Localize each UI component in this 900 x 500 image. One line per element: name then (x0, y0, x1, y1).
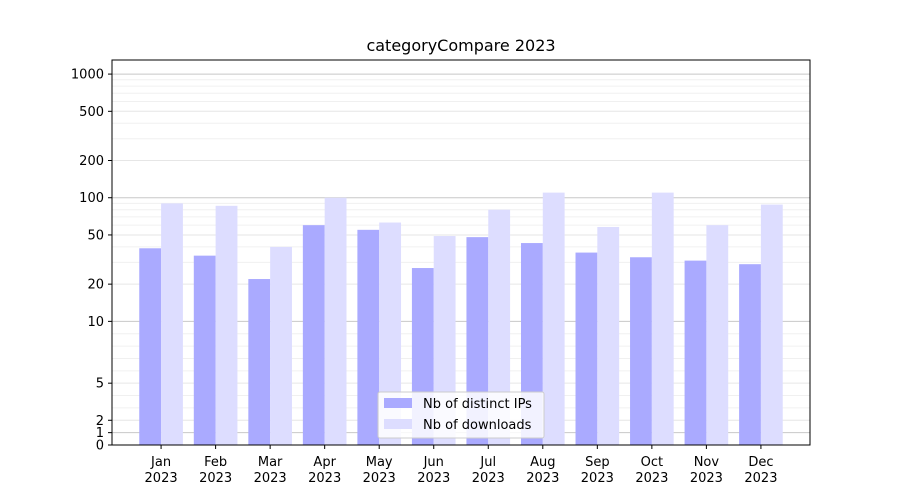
legend-label-distinct-ips: Nb of distinct IPs (423, 397, 532, 412)
x-tick-label-month: Apr (313, 455, 336, 470)
y-tick-label: 50 (87, 228, 104, 243)
x-tick-label-year: 2023 (363, 471, 396, 486)
y-tick-label: 2 (96, 414, 104, 429)
bar-distinct-ips (302, 225, 325, 445)
legend-swatch-downloads (384, 419, 412, 429)
bar-downloads (488, 209, 511, 445)
y-tick-label: 500 (79, 105, 104, 120)
x-tick-label-year: 2023 (472, 471, 505, 486)
y-tick-label: 100 (79, 191, 104, 206)
x-tick-label-year: 2023 (308, 471, 341, 486)
bar-downloads (161, 203, 183, 445)
x-tick-label-year: 2023 (254, 471, 287, 486)
legend-swatch-distinct-ips (384, 398, 412, 408)
y-tick-label: 5 (96, 377, 104, 392)
x-tick-label-month: Jun (423, 455, 444, 470)
bar-distinct-ips (739, 264, 761, 445)
x-tick-label-year: 2023 (526, 471, 559, 486)
x-tick-label-month: Aug (530, 455, 555, 470)
x-tick-label-year: 2023 (199, 471, 232, 486)
x-tick-label-year: 2023 (690, 471, 723, 486)
legend-label-downloads: Nb of downloads (423, 418, 532, 433)
x-tick-label-year: 2023 (581, 471, 614, 486)
x-tick-label-month: Jul (479, 455, 496, 470)
bar-downloads (542, 192, 565, 445)
x-tick-label-month: Oct (641, 455, 663, 470)
chart-title: categoryCompare 2023 (366, 36, 555, 55)
bar-distinct-ips (139, 248, 162, 445)
x-tick-label-month: Sep (585, 455, 610, 470)
bar-distinct-ips (248, 279, 271, 445)
y-tick-label: 20 (87, 278, 104, 293)
y-tick-label: 200 (79, 154, 104, 169)
plot-frame (111, 59, 811, 446)
bar-distinct-ips (684, 260, 707, 445)
x-axis: Jan2023Feb2023Mar2023Apr2023May2023Jun20… (145, 445, 777, 486)
x-tick-label-month: Nov (694, 455, 720, 470)
x-tick-label-year: 2023 (635, 471, 668, 486)
x-tick-label-year: 2023 (744, 471, 777, 486)
x-tick-label-month: Feb (204, 455, 227, 470)
bar-downloads (215, 205, 238, 445)
bar-distinct-ips (630, 257, 652, 445)
legend: Nb of distinct IPs Nb of downloads (377, 391, 545, 439)
bar-downloads (379, 222, 402, 445)
bar-downloads (270, 246, 292, 445)
bar-downloads (651, 192, 674, 445)
legend-box (377, 391, 545, 439)
x-tick-label-year: 2023 (417, 471, 450, 486)
bar-distinct-ips (193, 255, 216, 445)
y-axis: 012 5 10 20 50 100 200 500 1000 (71, 68, 112, 454)
bar-downloads (324, 197, 347, 445)
bar-distinct-ips (357, 229, 380, 445)
bar-downloads (706, 225, 729, 445)
y-tick-label: 0 (96, 439, 104, 454)
bar-downloads (760, 204, 783, 445)
x-tick-label-month: Jan (150, 455, 171, 470)
x-tick-label-month: May (366, 455, 393, 470)
y-tick-label: 1000 (71, 68, 104, 83)
bar-downloads (597, 226, 620, 445)
y-tick-label: 10 (87, 315, 104, 330)
x-tick-label-month: Mar (258, 455, 283, 470)
bar-distinct-ips (575, 252, 598, 445)
x-tick-label-month: Dec (748, 455, 773, 470)
x-tick-label-year: 2023 (145, 471, 178, 486)
y-tick-label: 1 (96, 426, 104, 441)
